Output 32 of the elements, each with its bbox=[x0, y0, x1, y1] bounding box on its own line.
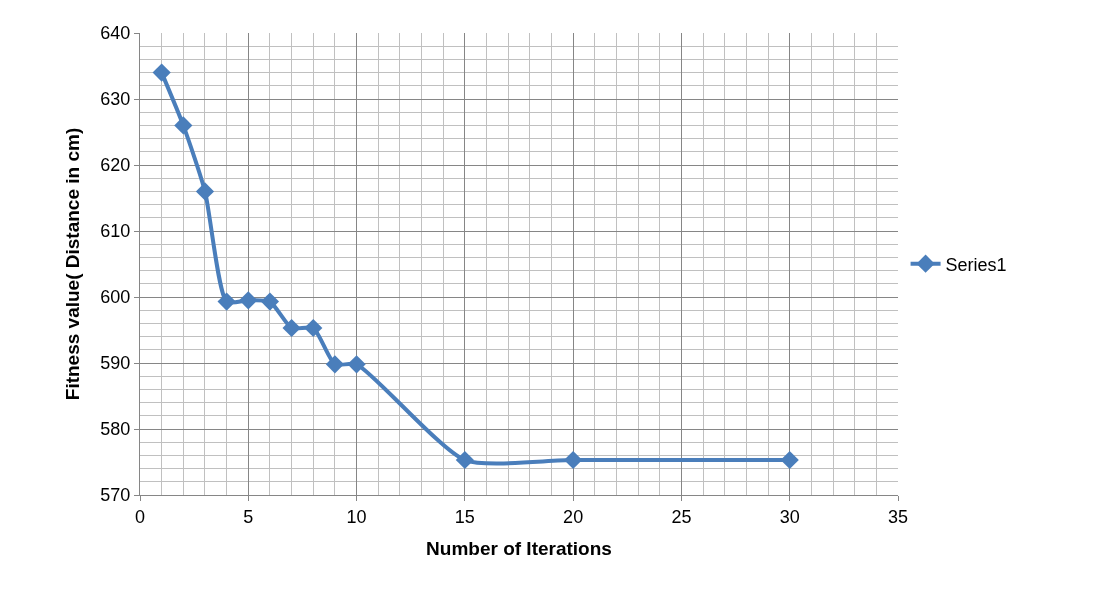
point bbox=[239, 291, 258, 310]
y-tick-label: 610 bbox=[100, 221, 131, 242]
point bbox=[282, 318, 301, 338]
x-tick-label: 35 bbox=[887, 506, 909, 527]
x-axis-title: Number of Iterations bbox=[426, 537, 612, 559]
x-tick-label: 5 bbox=[243, 506, 254, 527]
point bbox=[780, 450, 799, 470]
legend-label: Series1 bbox=[945, 254, 1007, 275]
y-axis-title: Fitness value( Distance in cm) bbox=[62, 127, 84, 401]
x-tick-label: 15 bbox=[454, 506, 475, 527]
point bbox=[347, 355, 366, 374]
x-tick-label: 0 bbox=[134, 506, 146, 527]
point bbox=[564, 450, 583, 470]
y-tick-label: 570 bbox=[100, 485, 131, 506]
y-tick-label: 590 bbox=[100, 353, 131, 374]
x-tick-label: 20 bbox=[563, 506, 584, 527]
y-tick-label: 580 bbox=[100, 419, 131, 440]
point bbox=[217, 292, 236, 311]
point bbox=[325, 355, 345, 374]
x-tick-label: 10 bbox=[346, 506, 367, 527]
point bbox=[195, 182, 215, 201]
point bbox=[174, 116, 193, 135]
point bbox=[455, 450, 474, 470]
y-tick-label: 620 bbox=[100, 155, 131, 176]
y-tick-label: 630 bbox=[100, 89, 131, 110]
x-tick-label: 25 bbox=[671, 506, 692, 527]
point bbox=[152, 63, 171, 82]
y-tick-label: 640 bbox=[100, 23, 131, 44]
point bbox=[304, 318, 323, 338]
y-tick-label: 600 bbox=[100, 287, 131, 308]
x-tick-label: 30 bbox=[779, 506, 800, 527]
point bbox=[260, 292, 280, 311]
